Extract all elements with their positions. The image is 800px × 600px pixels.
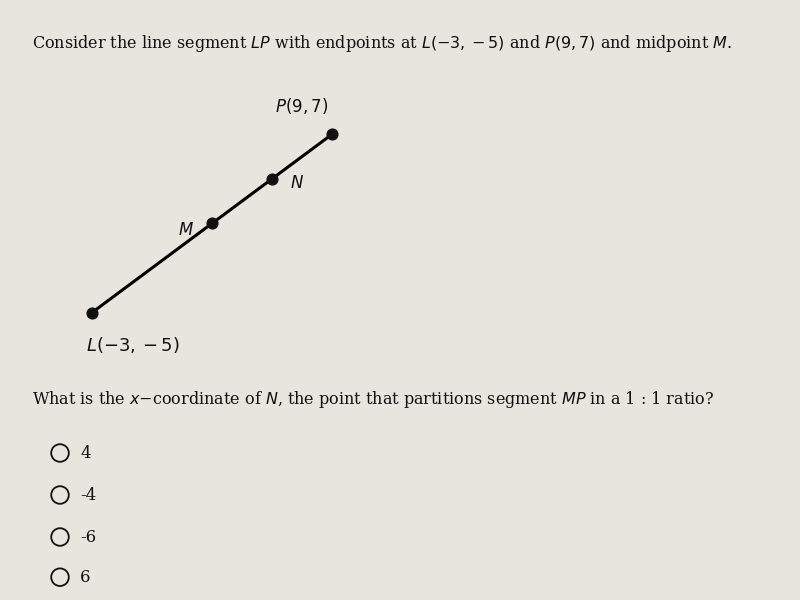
- Text: -6: -6: [80, 529, 96, 545]
- Text: -4: -4: [80, 487, 96, 503]
- Text: 6: 6: [80, 569, 90, 586]
- Text: Consider the line segment $LP$ with endpoints at $L(-3, -5)$ and $P(9, 7)$ and m: Consider the line segment $LP$ with endp…: [32, 33, 732, 54]
- Point: [266, 174, 278, 184]
- Point: [326, 130, 338, 139]
- Text: 4: 4: [80, 445, 90, 461]
- Text: $M$: $M$: [178, 223, 194, 239]
- Text: $P(9, 7)$: $P(9, 7)$: [275, 97, 329, 116]
- Text: $L(-3, -5)$: $L(-3, -5)$: [86, 335, 180, 355]
- Point: [206, 218, 218, 228]
- Point: [86, 308, 98, 317]
- Text: $N$: $N$: [290, 175, 304, 192]
- Text: What is the $x$−coordinate of $N$, the point that partitions segment $MP$ in a 1: What is the $x$−coordinate of $N$, the p…: [32, 389, 714, 409]
